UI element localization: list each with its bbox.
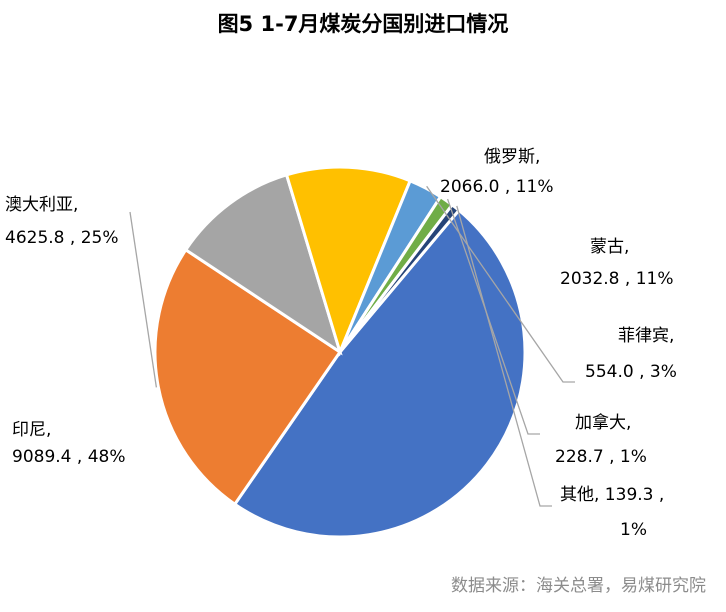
source-note: 数据来源：海关总署，易煤研究院 bbox=[451, 576, 706, 596]
chart-title: 图5 1-7月煤炭分国别进口情况 bbox=[217, 12, 509, 36]
leader-line-1 bbox=[129, 211, 158, 388]
leader-line-5 bbox=[446, 198, 540, 435]
data-labels: 印尼, 9089.4 , 48% 澳大利亚, 4625.8 , 25% 俄罗斯, 2066… bbox=[5, 147, 677, 540]
pie-slice-6 bbox=[338, 202, 462, 353]
slice-name-label: 俄罗斯, bbox=[484, 147, 540, 167]
slice-name-label: 加拿大, bbox=[575, 412, 631, 433]
slice-value-label: 1% bbox=[620, 520, 647, 540]
slice-value-label: 9089.4 , 48% bbox=[12, 447, 125, 467]
slice-name-label: 印尼, bbox=[12, 420, 51, 440]
leader-line-4 bbox=[426, 185, 575, 383]
slice-value-label: 554.0 , 3% bbox=[585, 362, 677, 382]
pie-slice-1 bbox=[153, 247, 343, 507]
slice-name-label: 澳大利亚, bbox=[5, 195, 78, 215]
pie-slices bbox=[153, 165, 527, 539]
pie-slice-2 bbox=[183, 173, 343, 356]
slice-name-label: 其他, 139.3 , bbox=[560, 485, 664, 505]
slice-value-label: 2066.0 , 11% bbox=[440, 177, 553, 197]
slice-value-label: 228.7 , 1% bbox=[555, 447, 647, 467]
leader-lines bbox=[129, 185, 575, 507]
pie-slice-0 bbox=[232, 208, 527, 539]
slice-value-label: 2032.8 , 11% bbox=[560, 269, 673, 289]
pie-slice-3 bbox=[284, 165, 413, 357]
slice-value-label: 4625.8 , 25% bbox=[5, 228, 118, 248]
slice-name-label: 蒙古, bbox=[590, 237, 629, 257]
leader-line-6 bbox=[456, 205, 552, 507]
slice-name-label: 菲律宾, bbox=[618, 326, 674, 346]
